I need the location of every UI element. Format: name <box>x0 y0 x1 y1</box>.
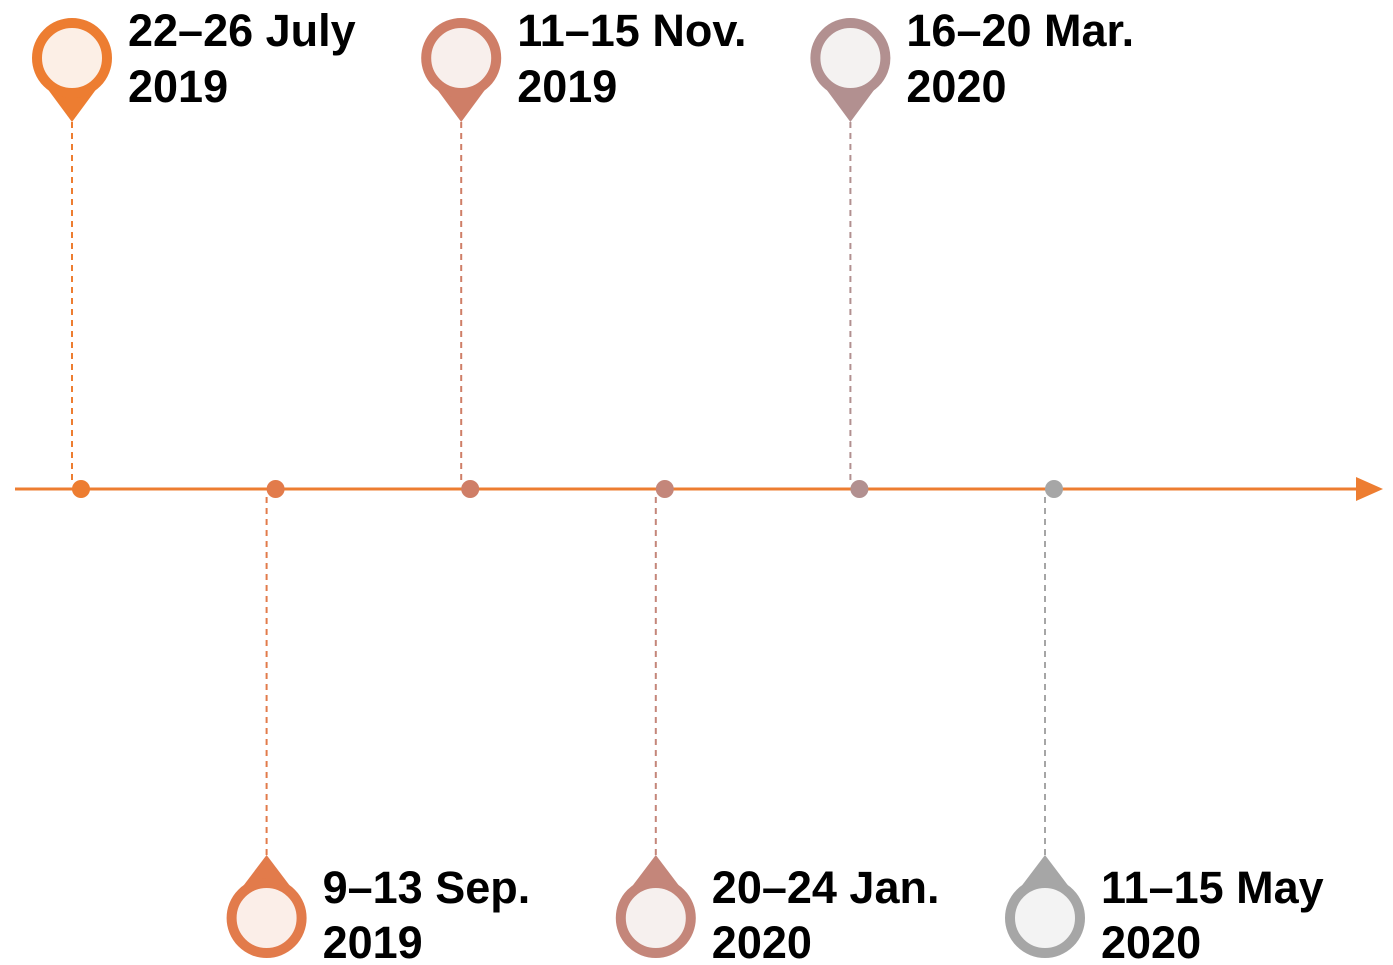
axis-dot <box>72 480 90 498</box>
axis-dot <box>655 480 674 498</box>
pin-head <box>1005 878 1085 958</box>
axis-arrow <box>1356 477 1383 501</box>
event-date: 11–15 May <box>1101 862 1324 913</box>
event-date: 20–24 Jan. <box>712 862 940 913</box>
pin-head <box>615 878 696 958</box>
event-date: 16–20 Mar. <box>906 5 1134 56</box>
event-year: 2020 <box>906 61 1006 112</box>
axis-dot <box>266 480 285 498</box>
event-year: 2019 <box>323 917 423 965</box>
pin-head <box>32 18 112 98</box>
event-date: 22–26 July <box>128 5 356 56</box>
event-year: 2019 <box>128 61 228 112</box>
event-year: 2020 <box>1101 917 1201 965</box>
event-date: 11–15 Nov. <box>517 5 746 56</box>
axis-dot <box>850 480 869 498</box>
axis-dot <box>461 480 480 498</box>
event-date: 9–13 Sep. <box>323 862 531 913</box>
pin-head <box>421 18 502 98</box>
pin-head <box>226 878 307 958</box>
pin-head <box>810 18 891 98</box>
event-year: 2019 <box>517 61 617 112</box>
event-year: 2020 <box>712 917 812 965</box>
axis-dot <box>1045 480 1063 498</box>
